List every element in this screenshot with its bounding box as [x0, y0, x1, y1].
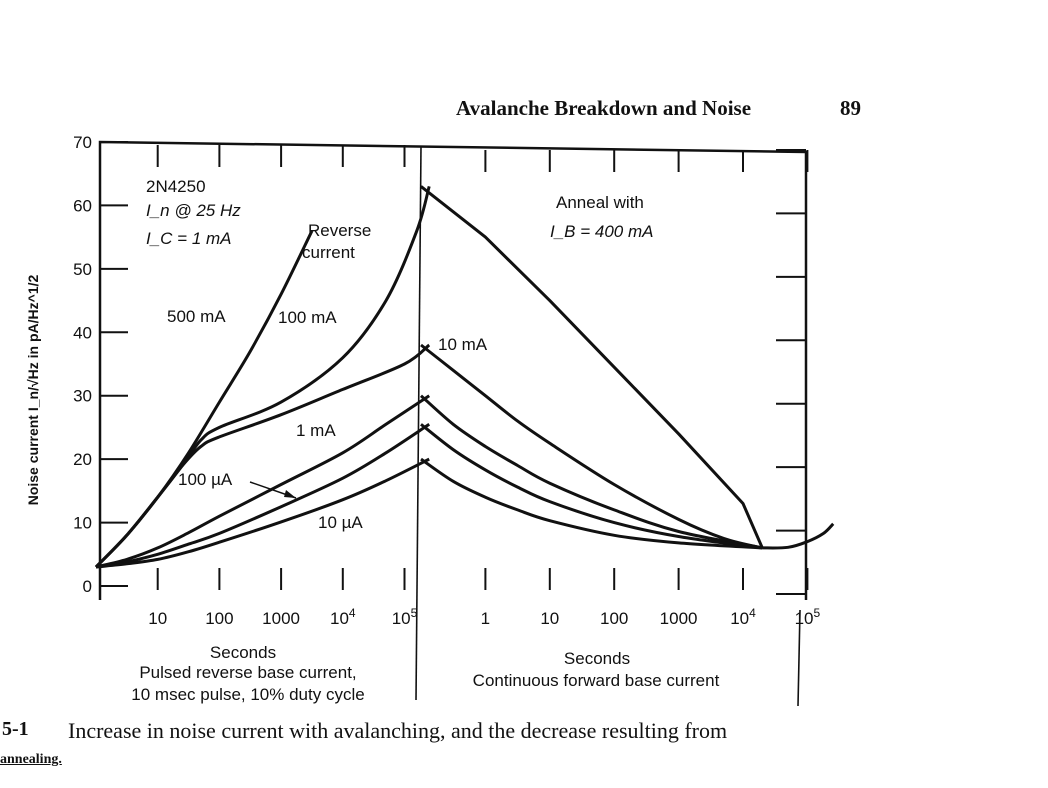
- axis-ticks: [100, 141, 809, 595]
- left-series-100-ua: [95, 423, 431, 569]
- x-tick-base: 10: [540, 609, 559, 628]
- x-tick-exponent: 5: [814, 606, 821, 620]
- caption-number: 5-1: [2, 718, 29, 740]
- series-label-500-ma: 500 mA: [167, 307, 226, 326]
- right-panel-description: Continuous forward base current: [473, 671, 720, 690]
- right-edge-line: [797, 609, 801, 707]
- right-series-common: [762, 522, 835, 550]
- x-tick-base: 10: [730, 609, 749, 628]
- x-tick-label: 10: [148, 609, 167, 628]
- anneal-current-label: I_B = 400 mA: [550, 222, 653, 241]
- x-tick-label: 104: [730, 606, 756, 628]
- reverse-current-label: Reverse: [308, 221, 371, 240]
- y-tick-label: 70: [73, 133, 92, 152]
- x-tick-label: 105: [795, 606, 821, 628]
- x-tick-base: 10: [148, 609, 167, 628]
- right-series-10-ma: [420, 343, 763, 550]
- right-series-10-ua: [420, 457, 763, 550]
- x-tick-exponent: 4: [349, 606, 356, 620]
- series-label-1-ma: 1 mA: [296, 421, 336, 440]
- right-series-1-ma: [420, 394, 763, 550]
- page-header-title: Avalanche Breakdown and Noise: [456, 96, 752, 120]
- y-tick-label: 40: [73, 323, 92, 342]
- x-tick-label: 1000: [660, 609, 698, 628]
- panel-divider: [415, 145, 422, 701]
- left-series-1-ma: [95, 394, 431, 569]
- left-series-10-ma: [94, 343, 431, 569]
- anneal-label: Anneal with: [556, 193, 644, 212]
- y-axis-label: Noise current I_n/√Hz in pA/Hz^1/2: [25, 275, 41, 506]
- reverse-current-label: current: [302, 243, 355, 262]
- series-label-100-ma: 100 mA: [278, 308, 337, 327]
- left-panel-description: Pulsed reverse base current,: [139, 663, 356, 682]
- x-tick-base: 10: [392, 609, 411, 628]
- right-series-100-ma: [420, 185, 764, 549]
- right-series-100-ua: [420, 423, 763, 550]
- x-tick-exponent: 4: [749, 606, 756, 620]
- x-tick-base: 1000: [262, 609, 300, 628]
- left-panel-description: 10 msec pulse, 10% duty cycle: [131, 685, 364, 704]
- x-tick-label: 100: [205, 609, 233, 628]
- chart-labels: 0 10 20 30 40 50 60 70 Noise current I_n/√Hz in …: [25, 133, 821, 704]
- x-tick-base: 10: [795, 609, 814, 628]
- page-number: 89: [840, 96, 861, 120]
- pointer-arrow-head: [284, 490, 296, 498]
- x-tick-label: 104: [330, 606, 356, 628]
- x-tick-label: 105: [392, 606, 418, 628]
- device-label: 2N4250: [146, 177, 206, 196]
- y-tick-label: 20: [73, 450, 92, 469]
- chart-frame: [98, 140, 808, 707]
- caption-text: Increase in noise current with avalanchi…: [68, 718, 728, 743]
- y-tick-label: 50: [73, 260, 92, 279]
- x-tick-exponent: 5: [411, 606, 418, 620]
- left-x-axis-label: Seconds: [210, 643, 276, 662]
- caption-continuation: annealing.: [0, 752, 62, 767]
- y-tick-label: 0: [83, 577, 92, 596]
- right-x-axis-label: Seconds: [564, 649, 630, 668]
- x-tick-label: 1: [481, 609, 490, 628]
- x-tick-label: 100: [600, 609, 628, 628]
- x-tick-base: 10: [330, 609, 349, 628]
- x-tick-base: 1: [481, 609, 490, 628]
- condition-in-label: I_n @ 25 Hz: [146, 201, 241, 220]
- x-tick-base: 100: [600, 609, 628, 628]
- x-tick-label: 1000: [262, 609, 300, 628]
- y-tick-label: 30: [73, 387, 92, 406]
- plot-frame: [98, 140, 808, 600]
- series-lines: [94, 185, 835, 569]
- left-series-10-ua: [95, 457, 430, 569]
- y-tick-label: 10: [73, 514, 92, 533]
- left-series-500-ma: [94, 230, 314, 569]
- series-label-10-ma: 10 mA: [438, 335, 488, 354]
- x-tick-label: 10: [540, 609, 559, 628]
- x-tick-base: 1000: [660, 609, 698, 628]
- y-tick-label: 60: [73, 196, 92, 215]
- series-label-10-ua: 10 µA: [318, 513, 363, 532]
- condition-ic-label: I_C = 1 mA: [146, 229, 232, 248]
- x-tick-base: 100: [205, 609, 233, 628]
- series-label-100-ua: 100 µA: [178, 470, 233, 489]
